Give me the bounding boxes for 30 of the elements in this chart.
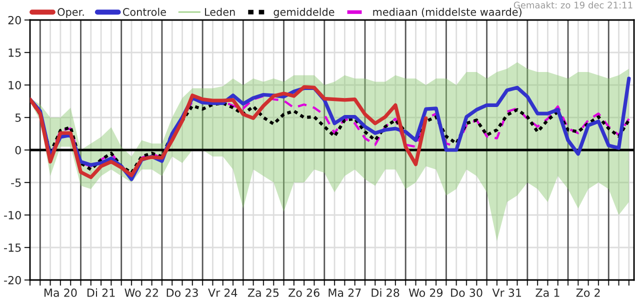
x-tick-label: Zo 2 [576,288,600,297]
y-tick-label: 10 [8,80,21,90]
y-tick-label: -5 [11,178,21,187]
x-tick-label: Za 25 [248,288,279,297]
x-tick-label: Di 28 [372,288,400,297]
x-tick-label: Wo 22 [124,288,158,297]
x-tick-label: Za 1 [536,288,560,297]
legend-label: Oper. [58,8,84,18]
line-series [30,85,428,180]
y-tick-label: -10 [4,210,21,220]
y-tick-label: 0 [15,146,21,154]
text: Gemaakt: zo 19 dec 21:11 [514,2,632,8]
legend-label: Leden [205,8,235,16]
x-tick-label: Ma 20 [44,288,77,297]
x-tick-label: Do 23 [166,288,198,297]
legend-label: mediaan (middelste waarde) [373,8,522,18]
y-tick-label: -20 [4,276,21,284]
x-tick-label: Di 21 [87,288,115,297]
x-tick-label: Do 30 [451,288,482,297]
y-tick-label: 5 [15,114,21,122]
x-tick-label: Wo 29 [408,288,443,297]
y-tick-label: 15 [8,48,21,57]
legend-label: Controle [123,8,166,16]
x-tick-label: Vr 31 [492,288,522,297]
x-tick-label: Ma 27 [328,288,361,297]
y-tick-label: 20 [8,16,21,24]
legend-label: gemiddelde [274,8,334,18]
y-tick-label: -15 [4,244,21,252]
x-tick-label: Vr 24 [208,288,238,297]
x-tick-label: Zo 26 [288,288,320,297]
